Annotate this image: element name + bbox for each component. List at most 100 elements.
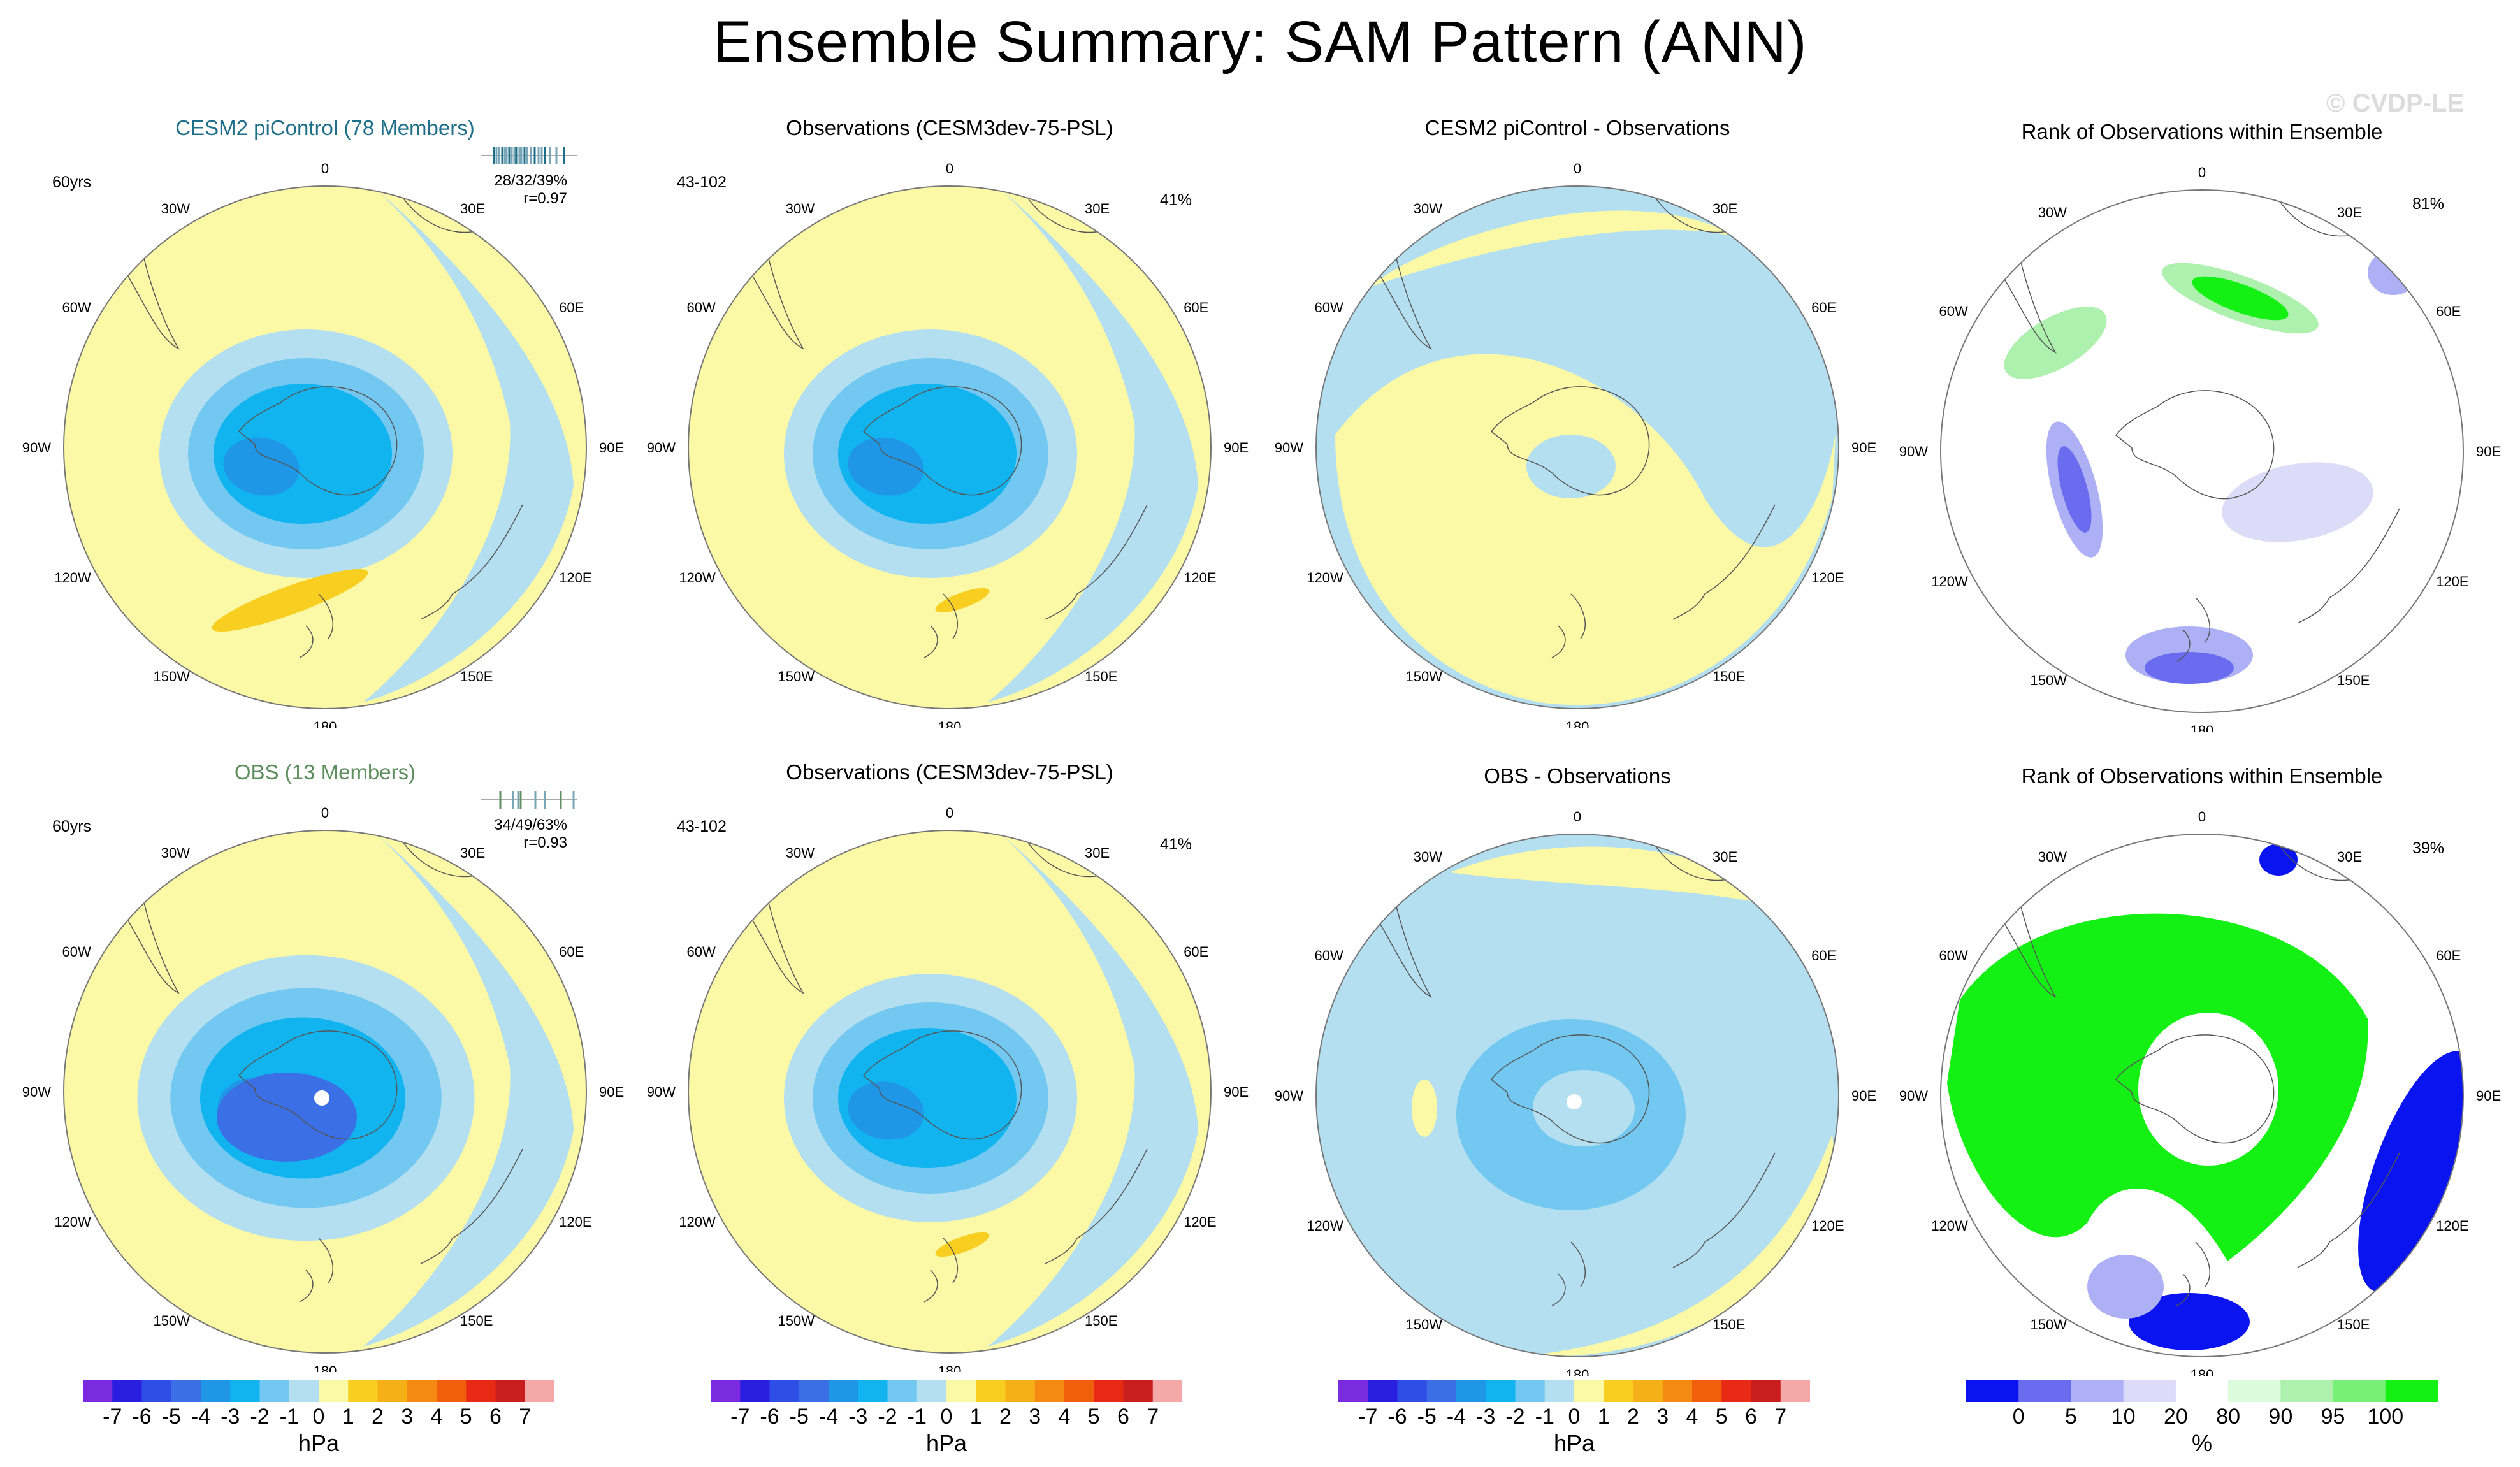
longitude-label: 60W: [1315, 948, 1343, 964]
ensemble-stats: 34/49/63% r=0.93: [427, 816, 567, 852]
antarctica-coastline: [238, 1030, 398, 1140]
colorbar-swatch: [1966, 1380, 2019, 1402]
antarctica-coastline: [1490, 386, 1650, 496]
longitude-label: 120W: [1931, 574, 1968, 589]
colorbar-tick-label: 1: [969, 1405, 982, 1429]
explained-variance: 81%: [2412, 195, 2445, 213]
longitude-label: 0: [2198, 809, 2206, 825]
colorbar-swatch: [858, 1380, 888, 1402]
colorbar-tick-label: -4: [818, 1405, 839, 1429]
colorbar-tick-label: -7: [730, 1405, 750, 1429]
colorbar-swatch: [1005, 1380, 1036, 1402]
panel-title: Rank of Observations within Ensemble: [2021, 764, 2383, 788]
colorbar-tick-label: 0: [312, 1405, 325, 1429]
longitude-label: 30E: [1713, 849, 1737, 865]
longitude-label: 30E: [1713, 201, 1737, 217]
longitude-label: 60E: [2436, 303, 2461, 319]
longitude-label: 120W: [1307, 1218, 1343, 1234]
longitude-label: 150W: [2031, 1317, 2067, 1333]
colorbar-tick-label: 0: [1568, 1405, 1581, 1429]
longitude-label: 120W: [54, 570, 91, 586]
colorbar-tick-label: 5: [1087, 1405, 1100, 1429]
colorbar-tick-label: 5: [1715, 1405, 1728, 1429]
colorbar-swatch: [1123, 1380, 1154, 1402]
longitude-label: 120W: [679, 570, 716, 586]
colorbar-tick-label: 5: [2064, 1405, 2077, 1429]
longitude-label: 30E: [1085, 201, 1110, 217]
longitude-label: 90W: [647, 440, 676, 456]
positive-anomaly-east: [1514, 1134, 1836, 1357]
colorbar-tick-label: 2: [1627, 1405, 1639, 1429]
longitude-label: 0: [321, 805, 329, 821]
longitude-label: 150E: [1713, 668, 1745, 684]
longitude-label: 90E: [1224, 440, 1249, 456]
colorbar-tick-label: -3: [221, 1405, 240, 1429]
panel-rank-top: Rank of Observations within Ensemble 0 30…: [1890, 120, 2514, 757]
colorbar-swatch: [1064, 1380, 1094, 1402]
longitude-label: 150W: [154, 668, 191, 684]
colorbar-tick-label: -7: [1358, 1405, 1378, 1429]
longitude-label: 120W: [1931, 1218, 1968, 1234]
colorbar-swatch: [1662, 1380, 1693, 1402]
map-boundary: [1940, 834, 2464, 1357]
colorbar-tick-label: -5: [789, 1405, 809, 1429]
new-zealand-coastline: [1551, 1241, 1586, 1306]
polar-map: 0 30E 60E 90E 120E 150E 180 150W 120W 90W 60W 30W: [22, 805, 624, 1372]
colorbar-tick-label: -1: [907, 1405, 927, 1429]
longitude-label: 60W: [1315, 300, 1343, 315]
colorbar-tick-label: 0: [2012, 1405, 2025, 1429]
colorbar-tick-label: 3: [401, 1405, 414, 1429]
panel-title: Rank of Observations within Ensemble: [2021, 120, 2383, 143]
new-zealand-coastline: [299, 593, 333, 658]
colorbar-hpa-3: -7 -6 -5 -4 -3 -2 -1 0 1 2 3 4 5 6 7 hPa: [1338, 1380, 1810, 1463]
australia-coastline: [420, 1148, 523, 1264]
longitude-label: 150W: [1406, 1317, 1443, 1333]
contour-minus-1-center: [1533, 1070, 1635, 1146]
colorbar-swatch: [976, 1380, 1006, 1402]
longitude-label: 30E: [460, 845, 485, 861]
panel-title: OBS - Observations: [1484, 764, 1671, 788]
rank-0-region: [2259, 844, 2298, 876]
africa-coastline: [1025, 839, 1103, 878]
antarctica-coastline: [238, 386, 398, 496]
longitude-label: 90W: [22, 440, 51, 456]
explained-variance: 39%: [2412, 839, 2445, 857]
contour-minus-4: [223, 437, 300, 496]
south-america-coastline: [1379, 904, 1432, 998]
map-boundary: [1315, 185, 1839, 709]
longitude-label: 0: [1574, 809, 1581, 825]
colorbar-tick-label: 95: [2321, 1405, 2345, 1429]
colorbar-swatch: [1574, 1380, 1604, 1402]
map-boundary: [63, 185, 587, 709]
colorbar-tick-label: 2: [372, 1405, 384, 1429]
australia-coastline: [2297, 1152, 2400, 1268]
colorbar-swatch: [1152, 1380, 1182, 1402]
colorbar-tick-label: 3: [1656, 1405, 1669, 1429]
longitude-label: 60E: [1184, 944, 1208, 960]
negative-anomaly-center: [1526, 435, 1616, 498]
colorbar-tick-label: 4: [430, 1405, 443, 1429]
longitude-label: 120W: [1307, 570, 1343, 586]
colorbar-swatch: [1338, 1380, 1368, 1402]
longitude-label: 90W: [22, 1084, 51, 1100]
colorbar-swatch: [1426, 1380, 1457, 1402]
colorbar-swatches: [711, 1380, 1182, 1402]
rank-5-region: [2145, 652, 2234, 684]
percentile-stats: 28/32/39%: [494, 172, 567, 189]
positive-anomaly-region: [1335, 354, 1836, 705]
colorbar-tick-label: 3: [1029, 1405, 1041, 1429]
polar-map: 0 30E 60E 90E 120E 150E 180 150W 120W 90W 60W 30W: [22, 161, 624, 728]
south-america-coastline: [127, 256, 180, 350]
longitude-label: 180: [938, 719, 962, 728]
longitude-label: 150W: [1406, 668, 1443, 684]
map-boundary: [1315, 834, 1839, 1357]
australia-coastline: [2297, 508, 2400, 624]
colorbar-swatch: [1034, 1380, 1065, 1402]
colorbar-swatch: [799, 1380, 829, 1402]
antarctica-coastline: [862, 386, 1022, 496]
colorbar-tick-label: 4: [1686, 1405, 1698, 1429]
member-strip: [481, 147, 577, 164]
colorbar-tick-label: 4: [1058, 1405, 1071, 1429]
longitude-label: 90W: [1275, 1088, 1303, 1104]
rank-0-region: [2129, 1293, 2250, 1350]
